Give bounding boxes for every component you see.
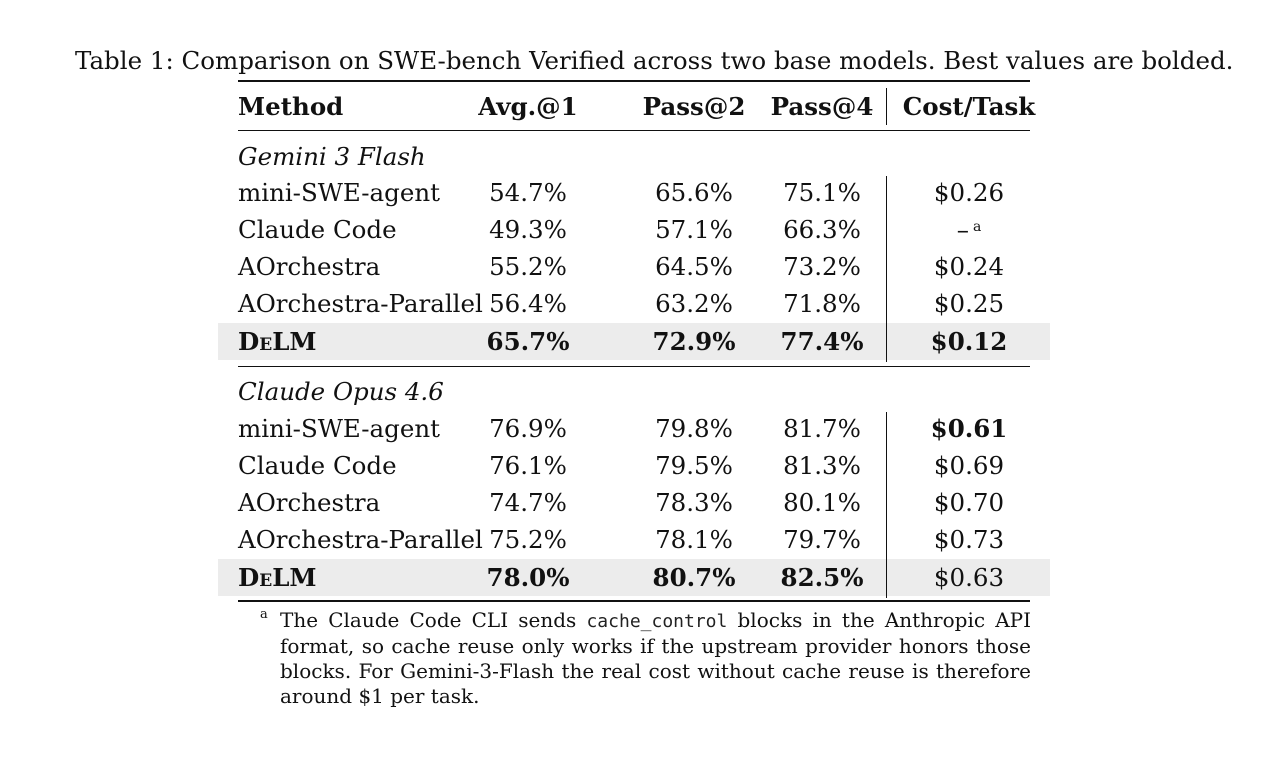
footnote-ref[interactable]: a xyxy=(972,219,982,235)
table-row: mini-SWE-agent 76.9% 79.8% 81.7% $0.61 xyxy=(238,410,1030,447)
table-caption: Table 1: Comparison on SWE-bench Verifie… xyxy=(75,46,1234,75)
footnote-text: The Claude Code CLI sends cache_control … xyxy=(280,608,1032,708)
method-cell: mini-SWE-agent xyxy=(238,178,440,207)
method-cell: AOrchestra-Parallel xyxy=(238,289,483,318)
table-row: AOrchestra-Parallel 75.2% 78.1% 79.7% $0… xyxy=(238,521,1030,558)
method-cell: DeLM xyxy=(238,563,317,592)
header-divider xyxy=(886,88,887,125)
header-row: Method Avg.@1 Pass@2 Pass@4 Cost/Task xyxy=(238,88,1035,125)
group-divider xyxy=(886,559,887,596)
code-snippet: cache_control xyxy=(586,611,728,632)
footnote-mark: a xyxy=(260,607,268,622)
method-cell: Claude Code xyxy=(238,215,397,244)
table-row: AOrchestra 74.7% 78.3% 80.1% $0.70 xyxy=(238,484,1030,521)
method-cell: AOrchestra xyxy=(238,252,381,281)
group-divider xyxy=(886,176,887,362)
top-rule xyxy=(238,80,1030,82)
table-row: AOrchestra-Parallel 56.4% 63.2% 71.8% $0… xyxy=(238,285,1030,322)
group-title-row: Claude Opus 4.6 xyxy=(238,373,1030,410)
table-row: mini-SWE-agent 54.7% 65.6% 75.1% $0.26 xyxy=(238,174,1030,211)
header-rule xyxy=(238,130,1030,131)
method-cell: AOrchestra xyxy=(238,488,381,517)
table-row: Claude Code 49.3% 57.1% 66.3% – a xyxy=(238,211,1030,248)
table-row: Claude Code 76.1% 79.5% 81.3% $0.69 xyxy=(238,447,1030,484)
header-method: Method xyxy=(238,92,344,121)
group-divider xyxy=(886,323,887,360)
group-title: Claude Opus 4.6 xyxy=(238,377,444,406)
bottom-rule xyxy=(238,600,1030,602)
table-row-highlighted: DeLM 78.0% 80.7% 82.5% $0.63 xyxy=(218,559,1050,596)
group-title: Gemini 3 Flash xyxy=(238,142,426,171)
group-rule xyxy=(238,366,1030,367)
group-divider xyxy=(886,412,887,598)
method-cell: DeLM xyxy=(238,327,317,356)
table-row: AOrchestra 55.2% 64.5% 73.2% $0.24 xyxy=(238,248,1030,285)
method-cell: Claude Code xyxy=(238,451,397,480)
method-cell: AOrchestra-Parallel xyxy=(238,525,483,554)
table-row-highlighted: DeLM 65.7% 72.9% 77.4% $0.12 xyxy=(218,323,1050,360)
group-title-row: Gemini 3 Flash xyxy=(238,138,1030,175)
method-cell: mini-SWE-agent xyxy=(238,414,440,443)
